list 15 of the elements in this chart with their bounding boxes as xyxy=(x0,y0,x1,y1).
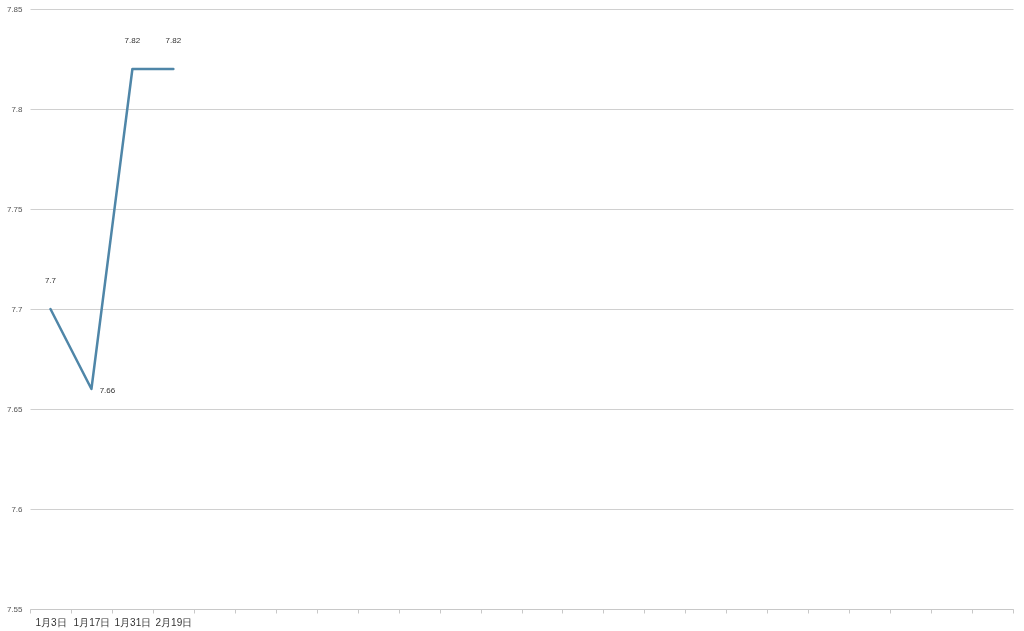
y-tick-label: 7.7 xyxy=(11,304,24,314)
data-label: 7.66 xyxy=(99,386,116,395)
y-tick-label: 7.65 xyxy=(6,404,24,414)
x-tick-label: 2月19日 xyxy=(155,616,193,628)
y-tick-label: 7.85 xyxy=(6,4,24,14)
data-label: 7.7 xyxy=(44,276,57,285)
y-tick-label: 7.8 xyxy=(11,104,24,114)
x-tick-label: 1月17日 xyxy=(73,616,111,628)
y-tick-label: 7.75 xyxy=(6,204,24,214)
y-tick-label: 7.6 xyxy=(11,504,24,514)
x-tick-label: 1月3日 xyxy=(35,616,67,628)
data-label: 7.82 xyxy=(124,36,141,45)
data-label: 7.82 xyxy=(165,36,182,45)
x-tick-label: 1月31日 xyxy=(114,616,152,628)
y-tick-label: 7.55 xyxy=(6,604,24,614)
